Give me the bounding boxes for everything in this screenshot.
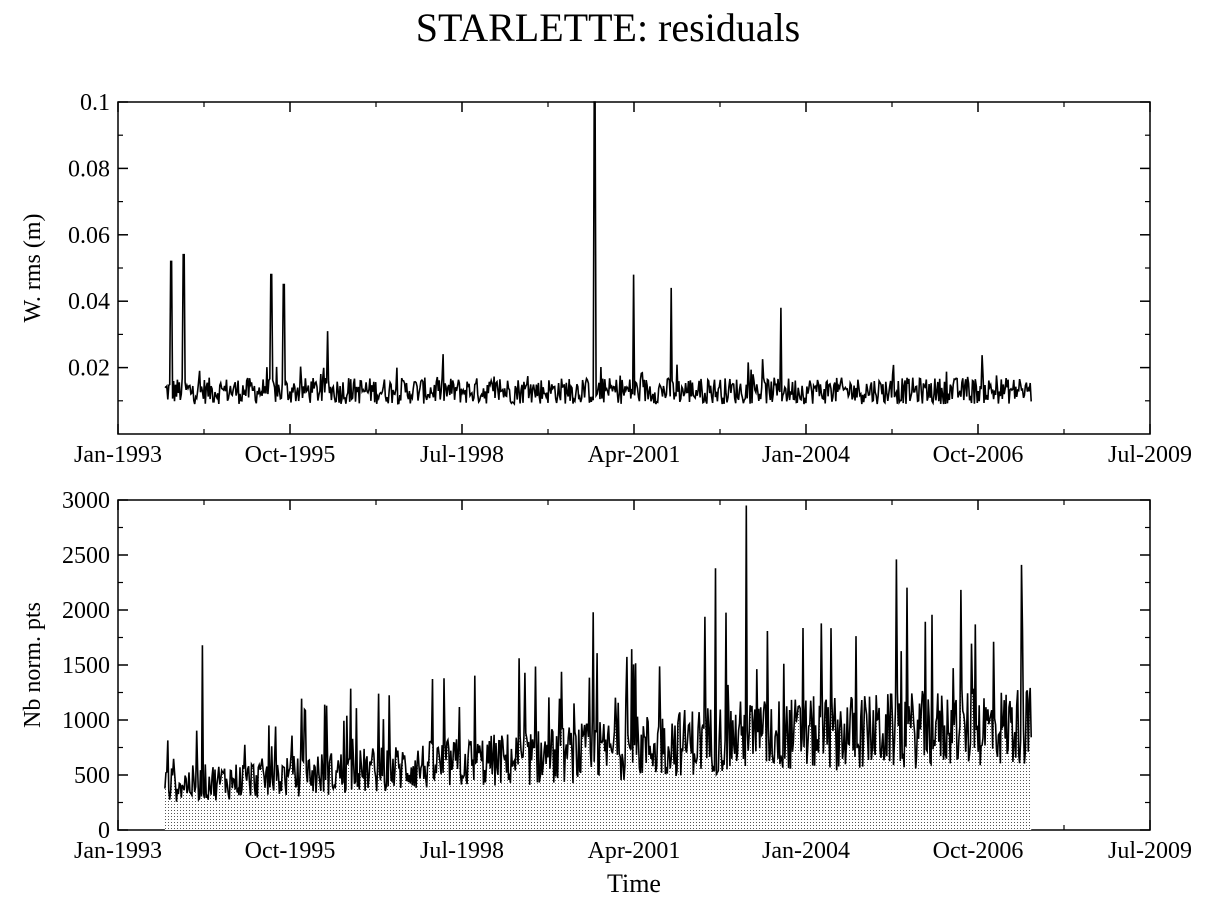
y-tick-label-2: 2500 xyxy=(62,543,110,569)
x-tick-label-1: Oct-2006 xyxy=(933,442,1024,468)
x-tick-label-1: Jul-1998 xyxy=(420,442,504,468)
y-tick-label-2: 3000 xyxy=(62,488,110,514)
y-axis-label-2: Nb norm. pts xyxy=(20,602,46,728)
y-tick-label-2: 0 xyxy=(98,818,110,844)
y-tick-label-2: 1500 xyxy=(62,653,110,679)
x-tick-label-1: Apr-2001 xyxy=(588,442,681,468)
x-tick-label-1: Jan-2004 xyxy=(762,442,850,468)
x-tick-label-1: Jul-2009 xyxy=(1108,442,1192,468)
residuals-line xyxy=(164,101,1032,406)
y-tick-label-1: 0.06 xyxy=(68,223,110,249)
y-tick-label-2: 1000 xyxy=(62,708,110,734)
x-tick-label-1: Oct-1995 xyxy=(245,442,336,468)
x-axis-label-2: Time xyxy=(607,869,661,898)
x-tick-label-1: Jan-1993 xyxy=(74,442,162,468)
x-tick-label-2: Jul-1998 xyxy=(420,838,504,864)
x-tick-label-2: Oct-1995 xyxy=(245,838,336,864)
y-tick-label-1: 0.04 xyxy=(68,289,110,315)
x-tick-label-2: Jan-2004 xyxy=(762,838,850,864)
figure-title: STARLETTE: residuals xyxy=(415,5,801,50)
x-tick-label-2: Oct-2006 xyxy=(933,838,1024,864)
y-tick-label-1: 0.08 xyxy=(68,156,110,182)
y-axis-label-1: W. rms (m) xyxy=(20,213,46,322)
x-tick-label-2: Jul-2009 xyxy=(1108,838,1192,864)
x-tick-label-2: Jan-1993 xyxy=(74,838,162,864)
y-tick-label-1: 0.02 xyxy=(68,356,110,382)
y-tick-label-2: 500 xyxy=(74,763,110,789)
x-tick-label-2: Apr-2001 xyxy=(588,838,681,864)
y-tick-label-1: 0.1 xyxy=(80,90,110,116)
y-tick-label-2: 2000 xyxy=(62,598,110,624)
normal-points-line xyxy=(164,505,1032,802)
